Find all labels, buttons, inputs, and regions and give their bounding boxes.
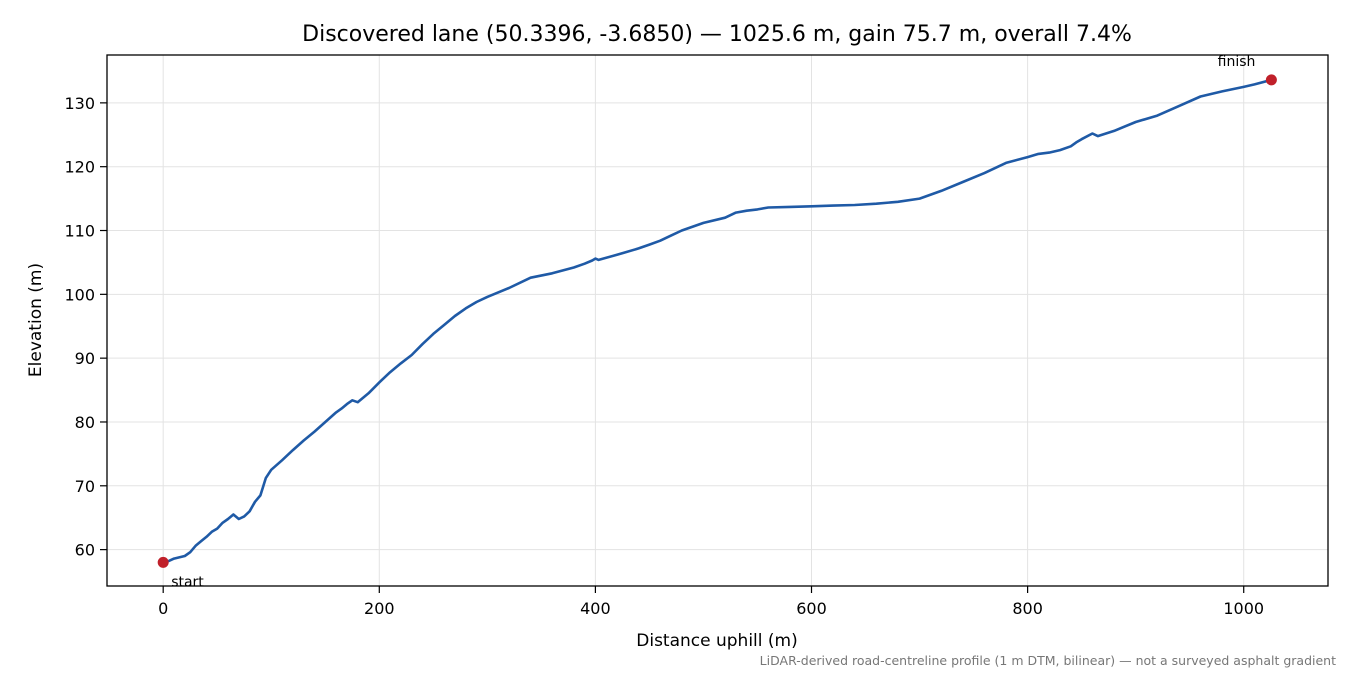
y-tick-label: 80 xyxy=(75,413,95,432)
y-tick-label: 120 xyxy=(64,158,95,177)
y-tick-label: 130 xyxy=(64,94,95,113)
start-label: start xyxy=(171,574,204,590)
x-tick-label: 0 xyxy=(158,599,168,618)
y-tick-label: 90 xyxy=(75,349,95,368)
finish-label: finish xyxy=(1218,54,1256,70)
y-tick-label: 110 xyxy=(64,222,95,241)
y-axis-ticks: 60 70 80 90 100 110 120 130 xyxy=(64,94,107,560)
start-marker xyxy=(157,556,169,568)
elevation-line xyxy=(161,78,1273,564)
chart-title: Discovered lane (50.3396, -3.6850) — 102… xyxy=(302,22,1132,47)
y-tick-label: 70 xyxy=(75,477,95,496)
x-tick-label: 200 xyxy=(364,599,395,618)
x-tick-label: 1000 xyxy=(1223,599,1264,618)
y-axis-label: Elevation (m) xyxy=(26,263,46,377)
y-tick-label: 60 xyxy=(75,541,95,560)
x-tick-label: 800 xyxy=(1012,599,1043,618)
x-tick-label: 400 xyxy=(580,599,611,618)
plot-frame xyxy=(106,54,1329,587)
x-axis-label: Distance uphill (m) xyxy=(636,631,797,651)
marker-layer: start finish xyxy=(157,54,1277,590)
footnote: LiDAR-derived road-centreline profile (1… xyxy=(760,653,1336,668)
finish-marker xyxy=(1265,74,1277,86)
y-tick-label: 100 xyxy=(64,285,95,304)
grid-lines xyxy=(107,55,1328,586)
x-tick-label: 600 xyxy=(796,599,827,618)
series-layer xyxy=(161,78,1273,564)
x-axis-ticks: 0 200 400 600 800 1000 xyxy=(158,586,1264,618)
